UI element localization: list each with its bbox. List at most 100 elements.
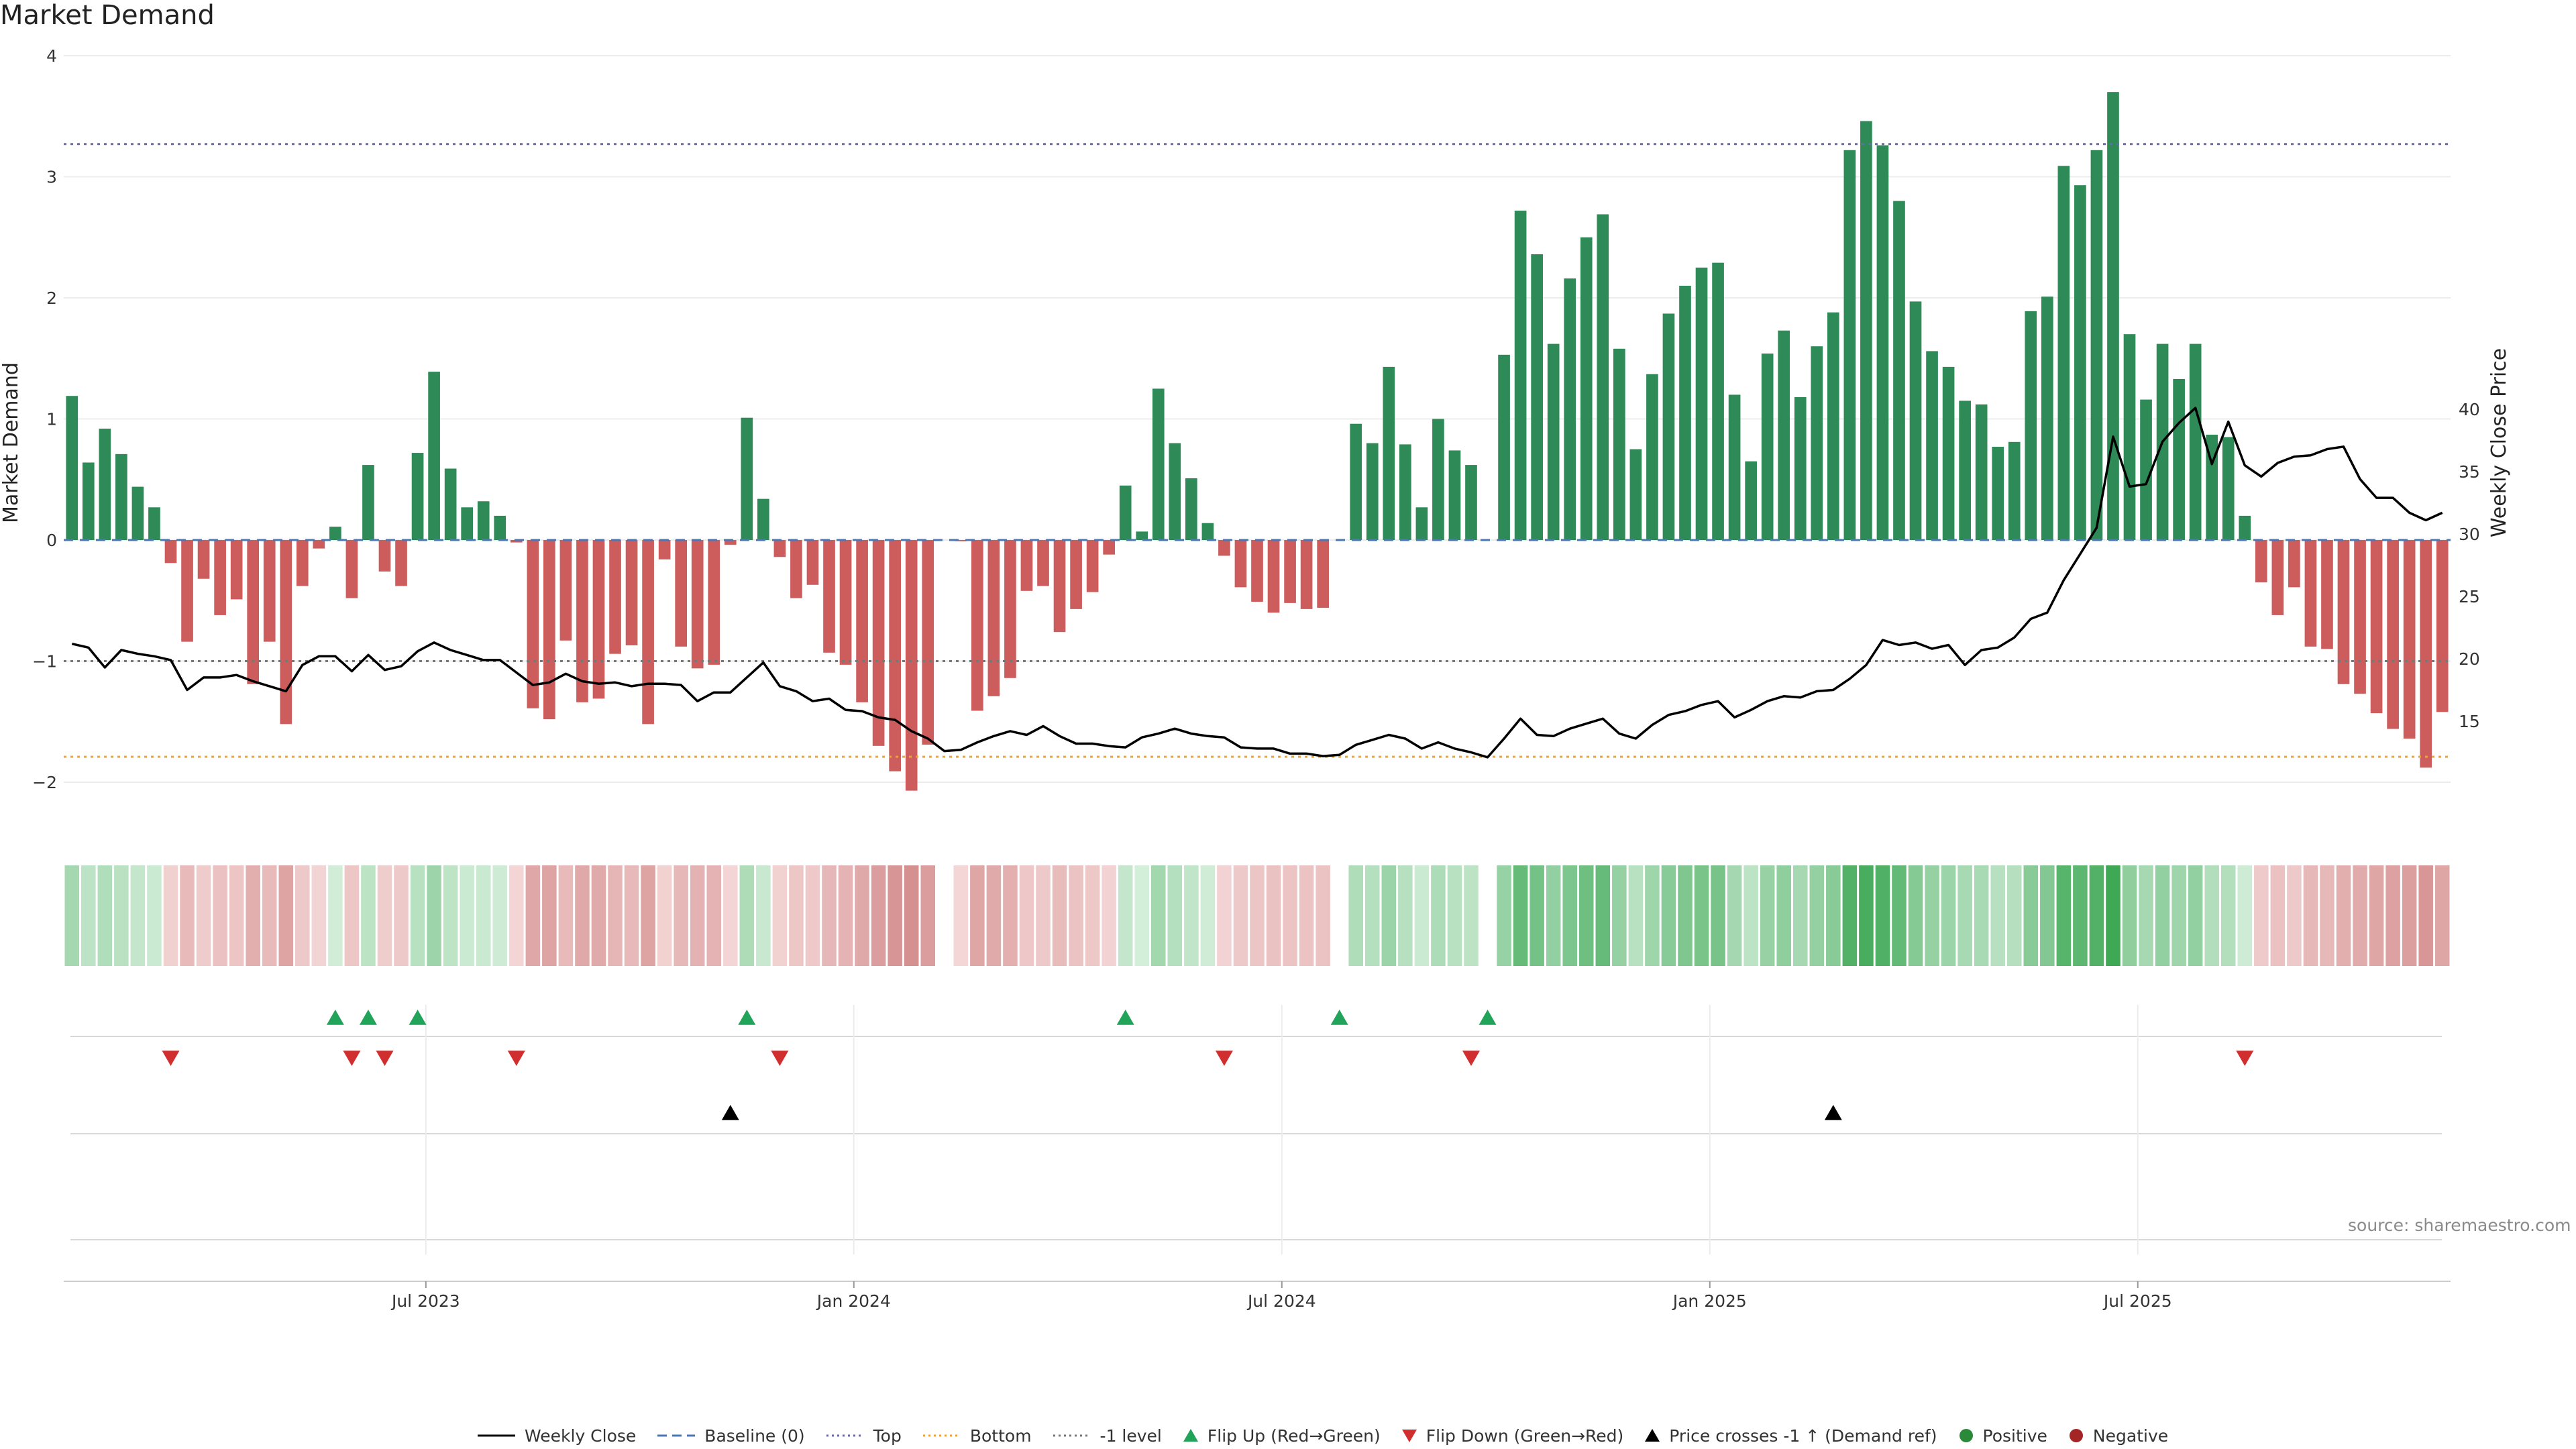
legend-item: Top xyxy=(825,1426,902,1446)
bar-positive xyxy=(1531,254,1543,540)
heat-cell xyxy=(2369,865,2384,966)
bar-positive xyxy=(1366,443,1379,540)
heat-cell xyxy=(114,865,129,966)
demand-heatstrip xyxy=(64,865,2450,966)
bar-positive xyxy=(428,372,440,540)
heat-cell xyxy=(1167,865,1183,966)
heat-cell xyxy=(591,865,606,966)
legend-swatch xyxy=(1645,1429,1660,1442)
heat-cell xyxy=(558,865,574,966)
heat-cell xyxy=(1283,865,1297,966)
heat-cell xyxy=(805,865,820,966)
x-tick-label: Jul 2025 xyxy=(2102,1291,2172,1311)
y2-tick-label: 15 xyxy=(2459,712,2480,731)
heat-cell xyxy=(2287,865,2302,966)
legend-item: Flip Down (Green→Red) xyxy=(1401,1426,1624,1446)
heat-cell xyxy=(822,865,837,966)
bar-positive xyxy=(1876,145,1889,540)
bar-negative xyxy=(987,540,1000,696)
heat-cell xyxy=(1464,865,1479,966)
heat-cell xyxy=(1364,865,1380,966)
heat-cell xyxy=(1546,865,1561,966)
bar-positive xyxy=(2057,166,2070,540)
heat-cell xyxy=(2171,865,2186,966)
legend-swatch xyxy=(1183,1429,1198,1442)
heat-cell xyxy=(2353,865,2367,966)
heat-cell xyxy=(838,865,853,966)
bar-negative xyxy=(1086,540,1099,592)
heat-cell xyxy=(427,865,441,966)
bar-negative xyxy=(2271,540,2284,615)
legend-item: Flip Up (Red→Green) xyxy=(1182,1426,1381,1446)
heat-cell xyxy=(1266,865,1281,966)
bar-negative xyxy=(181,540,193,642)
bar-positive xyxy=(1712,262,1724,540)
heat-cell xyxy=(657,865,672,966)
y-tick-label: 2 xyxy=(46,288,57,308)
legend-item: Price crosses -1 ↑ (Demand ref) xyxy=(1644,1426,1937,1446)
heat-cell xyxy=(2006,865,2022,966)
bar-positive xyxy=(1893,201,1905,540)
bar-positive xyxy=(1185,478,1197,540)
flip-down-marker xyxy=(2236,1051,2254,1066)
heat-cell xyxy=(1381,865,1397,966)
heat-cell xyxy=(1414,865,1430,966)
heat-cell xyxy=(2056,865,2072,966)
bar-negative xyxy=(1004,540,1016,678)
bar-negative xyxy=(642,540,654,724)
bar-positive xyxy=(2107,92,2119,540)
bar-negative xyxy=(872,540,885,746)
heat-cell xyxy=(2220,865,2236,966)
bar-negative xyxy=(1037,540,1049,586)
bar-positive xyxy=(131,486,144,540)
heat-cell xyxy=(2320,865,2334,966)
heat-cell xyxy=(920,865,936,966)
heat-cell xyxy=(970,865,985,966)
legend-swatch xyxy=(922,1434,961,1437)
y-tick-label: 1 xyxy=(46,410,57,429)
heat-cell xyxy=(1892,865,1907,966)
bar-positive xyxy=(1547,343,1560,540)
bar-negative xyxy=(1053,540,1066,633)
heat-cell xyxy=(2122,865,2137,966)
bar-negative xyxy=(856,540,868,702)
heat-cell xyxy=(278,865,294,966)
bar-positive xyxy=(115,453,127,540)
bar-positive xyxy=(741,417,753,540)
bar-positive xyxy=(461,507,474,540)
heat-cell xyxy=(476,865,491,966)
heat-cell xyxy=(2073,865,2088,966)
heat-cell xyxy=(1595,865,1611,966)
heat-cell xyxy=(1529,865,1544,966)
legend-item: Baseline (0) xyxy=(656,1426,805,1446)
bar-positive xyxy=(2222,437,2235,540)
heat-cell xyxy=(97,865,113,966)
bar-positive xyxy=(99,428,111,540)
legend-item: Weekly Close xyxy=(476,1426,636,1446)
heat-cell xyxy=(706,865,722,966)
bar-positive xyxy=(1152,388,1165,540)
bar-negative xyxy=(806,540,819,585)
legend-label: Flip Down (Green→Red) xyxy=(1426,1426,1624,1446)
flip-down-marker xyxy=(376,1051,394,1066)
legend-label: Bottom xyxy=(969,1426,1032,1446)
bar-positive xyxy=(1811,346,1823,540)
flip-up-marker xyxy=(1479,1010,1497,1025)
bar-positive xyxy=(1860,121,1872,541)
legend-label: Weekly Close xyxy=(525,1426,637,1446)
bar-negative xyxy=(2255,540,2267,583)
bar-negative xyxy=(2321,540,2333,649)
heat-cell xyxy=(2254,865,2269,966)
heat-cell xyxy=(1431,865,1446,966)
heat-cell xyxy=(492,865,508,966)
heat-cell xyxy=(1085,865,1100,966)
bar-negative xyxy=(2436,540,2449,712)
bar-negative xyxy=(905,540,918,791)
y2-tick-label: 30 xyxy=(2459,525,2480,544)
heat-cell xyxy=(756,865,771,966)
heat-cell xyxy=(2270,865,2286,966)
bar-negative xyxy=(1267,540,1280,613)
bar-positive xyxy=(2025,311,2037,540)
heat-cell xyxy=(2106,865,2121,966)
bar-negative xyxy=(214,540,226,615)
